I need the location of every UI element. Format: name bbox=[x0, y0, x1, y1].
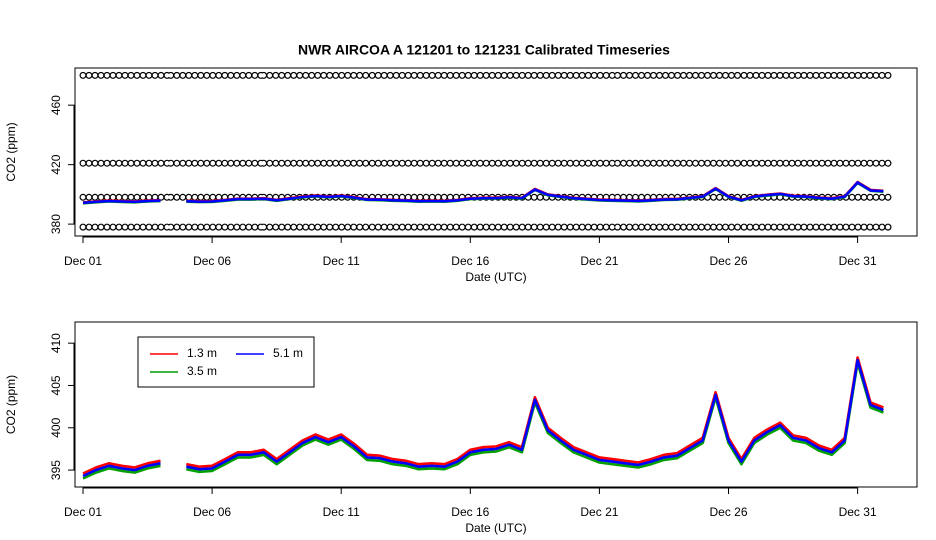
y-tick-label: 400 bbox=[49, 417, 63, 437]
series-line bbox=[82, 356, 884, 475]
x-axis-label: Date (UTC) bbox=[465, 270, 526, 284]
x-tick-label: Dec 01 bbox=[64, 254, 102, 268]
x-tick-label: Dec 06 bbox=[193, 505, 231, 519]
x-tick-label: Dec 26 bbox=[709, 505, 747, 519]
legend-box bbox=[137, 336, 315, 388]
y-tick-label: 460 bbox=[49, 95, 63, 115]
legend-label: 1.3 m bbox=[187, 346, 217, 360]
x-tick-label: Dec 31 bbox=[839, 254, 877, 268]
series-line bbox=[82, 181, 884, 205]
x-tick-label: Dec 11 bbox=[323, 254, 360, 268]
x-tick-label: Dec 26 bbox=[709, 254, 747, 268]
x-axis-label: Date (UTC) bbox=[465, 521, 526, 535]
x-tick-label: Dec 21 bbox=[580, 505, 618, 519]
x-tick-label: Dec 01 bbox=[64, 505, 102, 519]
x-tick-label: Dec 11 bbox=[323, 505, 360, 519]
chart-title: NWR AIRCOA A 121201 to 121231 Calibrated… bbox=[298, 42, 670, 58]
legend-label: 3.5 m bbox=[187, 364, 217, 378]
x-tick-label: Dec 31 bbox=[839, 505, 877, 519]
y-tick-label: 380 bbox=[49, 214, 63, 234]
x-tick-label: Dec 06 bbox=[193, 254, 231, 268]
y-axis-label: CO2 (ppm) bbox=[4, 375, 18, 434]
x-tick-label: Dec 16 bbox=[451, 254, 489, 268]
y-tick-label: 395 bbox=[49, 460, 63, 480]
y-tick-label: 405 bbox=[49, 375, 63, 395]
x-tick-label: Dec 16 bbox=[451, 505, 489, 519]
plot-frame bbox=[74, 321, 918, 488]
legend-label: 5.1 m bbox=[273, 346, 303, 360]
plot-frame bbox=[74, 67, 918, 237]
y-tick-label: 410 bbox=[49, 333, 63, 353]
series-line bbox=[82, 358, 884, 478]
y-axis-label: CO2 (ppm) bbox=[4, 122, 18, 181]
y-tick-label: 420 bbox=[49, 154, 63, 174]
x-tick-label: Dec 21 bbox=[580, 254, 618, 268]
